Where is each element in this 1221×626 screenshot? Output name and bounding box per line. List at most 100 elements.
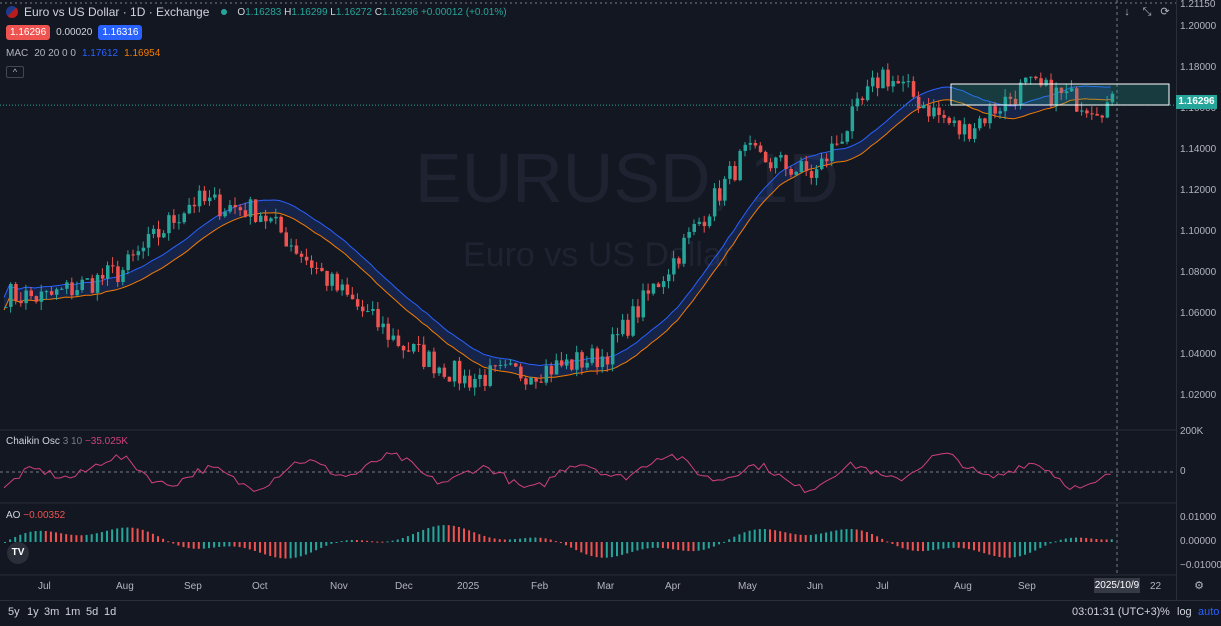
ao-bar — [162, 538, 165, 542]
ao-bar — [804, 534, 807, 542]
time-axis[interactable]: Jul Aug Sep Oct Nov Dec 2025 Feb Mar Apr May Jun Jul… — [0, 575, 1176, 600]
candle — [763, 151, 768, 163]
mac-upper-value: 1.17612 — [81, 48, 119, 59]
expand-icon[interactable]: ⤡ — [1142, 6, 1152, 18]
mac-params: 20 20 0 0 — [34, 48, 76, 59]
candle — [340, 284, 345, 291]
ao-bar — [814, 534, 817, 542]
mac-band-fill — [4, 86, 1111, 379]
time-axis-label: Jul — [876, 581, 889, 592]
ao-bar — [789, 533, 792, 542]
ao-bar — [65, 534, 68, 542]
mac-legend[interactable]: MAC 20 20 0 0 1.17612 1.16954 — [6, 48, 160, 59]
time-axis-label: Mar — [597, 581, 615, 592]
ao-bar — [361, 540, 363, 542]
range-5d[interactable]: 5d — [86, 606, 99, 618]
time-axis-label: May — [738, 581, 757, 592]
time-axis-label: Aug — [954, 581, 972, 592]
highlight-rectangle — [950, 83, 1170, 106]
trade-buttons: 1.16296 0.00020 1.16316 — [6, 25, 143, 40]
range-3m[interactable]: 3m — [44, 606, 60, 618]
ao-bar — [809, 534, 812, 542]
range-1d[interactable]: 1d — [104, 606, 117, 618]
ao-bar — [595, 542, 598, 558]
candle — [911, 81, 916, 97]
candle — [391, 335, 396, 340]
ao-bar — [610, 542, 613, 558]
candle — [248, 199, 253, 217]
buy-button[interactable]: 1.16316 — [98, 25, 143, 40]
candle — [544, 365, 549, 383]
ao-bar — [514, 539, 516, 542]
range-1m[interactable]: 1m — [65, 606, 81, 618]
ao-bar — [1075, 537, 1077, 542]
auto-toggle[interactable]: auto — [1198, 606, 1220, 618]
tradingview-logo-icon[interactable]: TV — [7, 542, 29, 564]
ao-bar — [4, 542, 6, 543]
refresh-icon[interactable]: ⟳ — [1160, 6, 1170, 18]
range-5y[interactable]: 5y — [8, 606, 20, 618]
percent-toggle[interactable]: % — [1160, 606, 1170, 618]
settings-gear-icon[interactable]: ⚙ — [1194, 580, 1204, 592]
candle — [488, 365, 492, 386]
candle — [259, 215, 263, 222]
ao-bar — [233, 542, 236, 547]
ao-bar — [355, 540, 358, 542]
time-axis-label: 2025 — [457, 581, 480, 592]
sell-button[interactable]: 1.16296 — [6, 25, 51, 40]
ao-bar — [136, 528, 139, 542]
ao-bar — [774, 530, 777, 542]
ao-bar — [182, 542, 185, 548]
ao-bar — [376, 541, 379, 543]
candle — [967, 124, 972, 139]
ao-bar — [335, 542, 338, 543]
candle — [646, 290, 651, 294]
chart-canvas[interactable] — [0, 0, 1176, 600]
ao-bar — [29, 531, 32, 542]
ao-bar — [529, 537, 532, 542]
candle — [988, 106, 992, 124]
symbol-title[interactable]: Euro vs US Dollar · 1D · Exchange — [24, 5, 210, 19]
time-axis-label: Feb — [531, 581, 549, 592]
range-1y[interactable]: 1y — [27, 606, 39, 618]
ao-bar — [442, 525, 445, 542]
scroll-to-realtime-icon[interactable]: ↓ — [1124, 6, 1130, 18]
candle — [279, 216, 283, 233]
ao-bar — [707, 542, 710, 549]
candle — [774, 157, 778, 169]
candle — [610, 334, 615, 365]
clock-timezone[interactable]: 03:01:31 (UTC+3) — [1072, 606, 1161, 618]
ao-bar — [498, 539, 501, 542]
ao-bar — [34, 531, 37, 542]
candle — [529, 377, 533, 385]
ao-bar — [412, 534, 414, 542]
candle — [345, 284, 350, 295]
candle — [238, 207, 243, 211]
candle — [534, 377, 538, 382]
candle — [978, 118, 982, 129]
price-axis[interactable] — [1176, 0, 1221, 600]
candle — [600, 356, 605, 368]
candle — [1064, 91, 1069, 94]
candle — [60, 288, 64, 290]
candle — [595, 348, 600, 368]
collapse-legend-icon[interactable]: ^ — [6, 66, 24, 78]
last-price-label: 1.16296 — [1176, 95, 1217, 109]
ao-bar — [80, 535, 83, 542]
ao-bar — [575, 542, 578, 551]
candle — [738, 150, 742, 181]
candle — [1034, 76, 1038, 79]
ao-bar — [631, 542, 634, 552]
candle — [682, 237, 686, 264]
log-toggle[interactable]: log — [1177, 606, 1192, 618]
ao-legend[interactable]: AO −0.00352 — [6, 510, 66, 521]
candle — [983, 118, 987, 124]
ao-bar — [554, 541, 557, 543]
candle — [1075, 88, 1079, 112]
candle — [886, 69, 890, 87]
candle — [325, 270, 329, 286]
ao-bar — [422, 529, 425, 542]
chaikin-legend[interactable]: Chaikin Osc 3 10 −35.025K — [6, 436, 129, 447]
ao-bar — [202, 542, 205, 549]
ao-bar — [978, 542, 981, 552]
